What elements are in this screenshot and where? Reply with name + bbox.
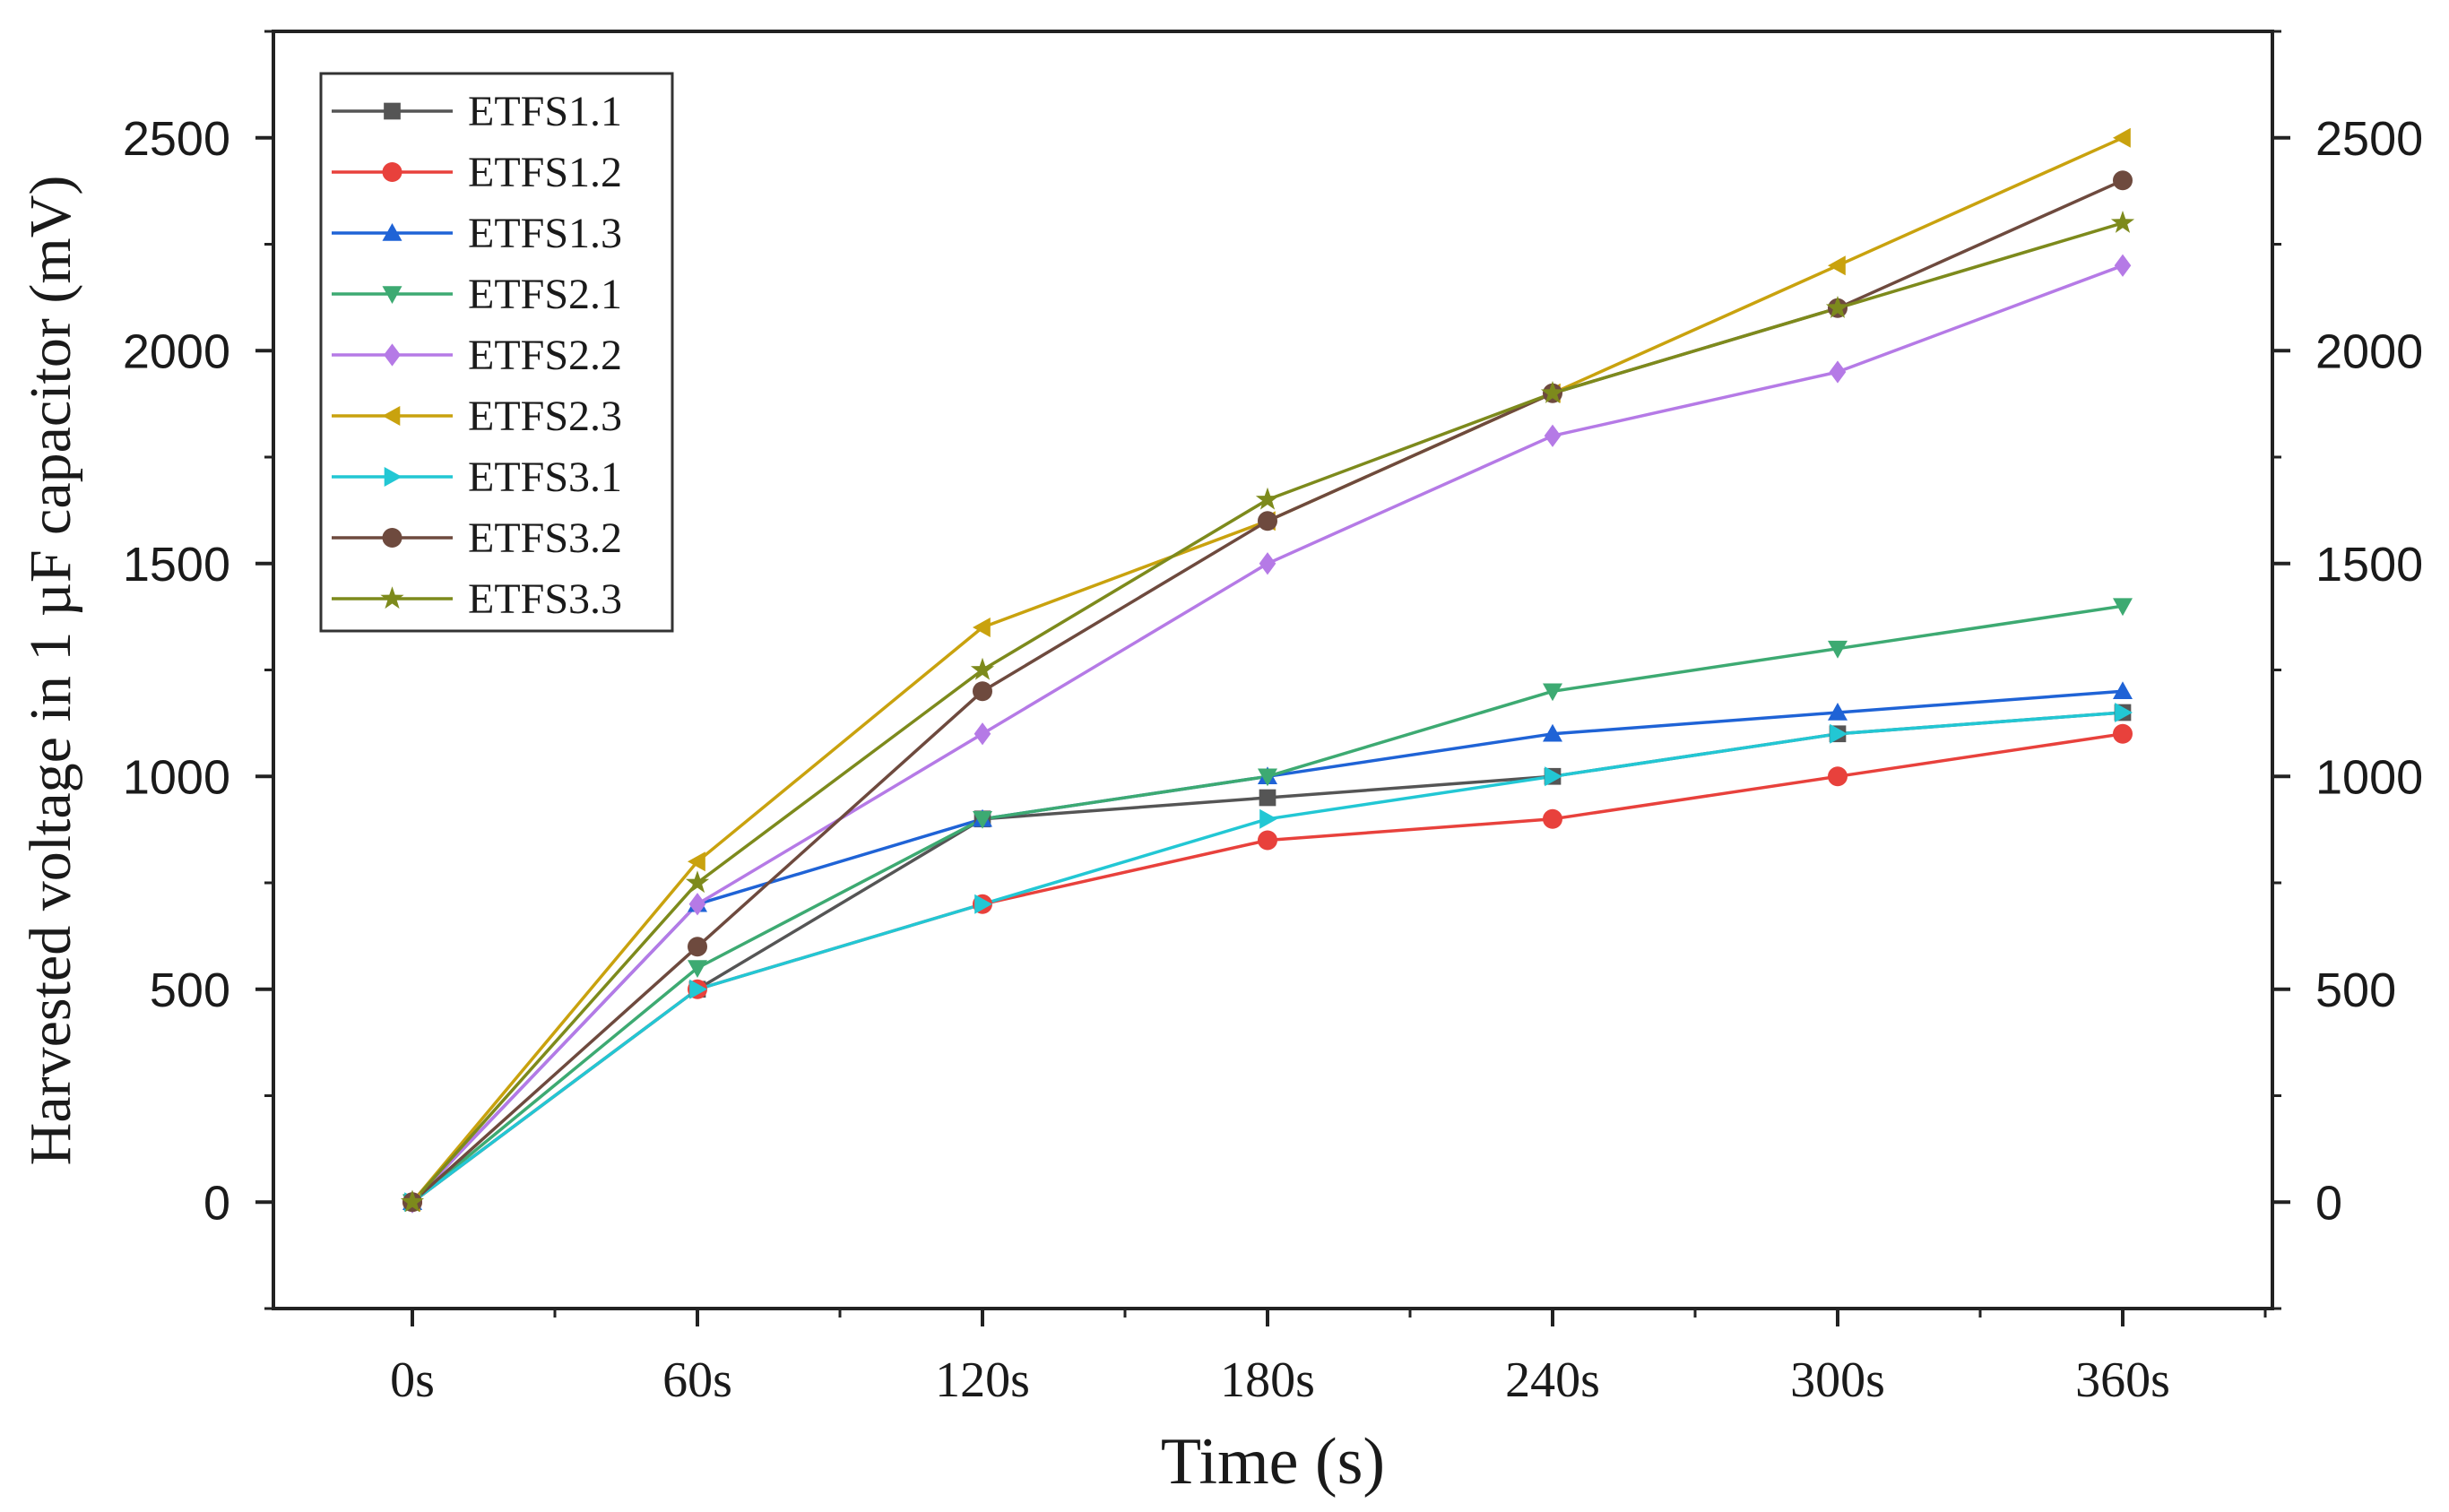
data-point [1830,723,1848,744]
data-point [2110,211,2135,233]
data-point [1828,640,1848,659]
legend-label: ETFS2.3 [468,393,622,440]
y-tick-label-right: 500 [2315,963,2396,1017]
data-point [1258,511,1277,531]
data-point [1259,808,1277,829]
data-point [2114,254,2132,277]
y-tick-label-right: 2000 [2315,324,2423,378]
data-point [1255,487,1280,510]
data-point [974,894,992,914]
y-axis-title: Harvested voltage in 1 µF capacitor (mV) [18,176,83,1166]
data-point [1543,808,1562,829]
x-tick-label: 240s [1505,1352,1600,1408]
legend-marker [384,102,401,120]
legend-label: ETFS1.2 [468,149,622,196]
y-tick-label-left: 0 [203,1176,230,1230]
data-point [1258,830,1277,851]
legend-label: ETFS3.1 [468,454,622,501]
data-point [2113,170,2133,191]
legend-marker [382,223,402,241]
data-point [689,979,707,999]
x-tick-label: 360s [2075,1352,2170,1408]
data-point [400,1189,425,1213]
data-point [2113,127,2131,148]
data-point [1828,255,1846,276]
legend: ETFS1.1 ETFS1.2 ETFS1.3 ETFS2.1 ETFS2.2 ETFS2… [319,72,674,633]
data-point [688,893,706,916]
x-tick-label: 60s [662,1352,732,1408]
data-point [970,657,995,680]
y-tick-label-right: 1500 [2315,538,2423,592]
data-point [2113,723,2133,744]
y-tick-label-left: 1000 [123,750,230,804]
data-point [688,960,707,978]
x-tick-label: 180s [1220,1352,1315,1408]
legend-marker [384,467,402,487]
data-point [2113,598,2133,617]
data-point [1540,381,1565,403]
x-tick-label: 120s [935,1352,1030,1408]
data-point [688,851,705,872]
x-tick-label: 0s [390,1352,435,1408]
y-tick-label-left: 2000 [123,324,230,378]
data-point [2115,703,2133,722]
legend-marker [382,528,402,548]
legend-label: ETFS1.3 [468,210,622,257]
data-point [1543,683,1562,702]
data-point [2113,681,2133,699]
data-point [1543,723,1562,742]
data-point [1259,552,1276,575]
data-point [1825,296,1850,318]
data-point [973,811,992,829]
data-point [1828,766,1848,787]
y-tick-label-left: 2500 [123,112,230,166]
y-tick-label-right: 0 [2315,1176,2342,1230]
data-point [688,937,707,957]
x-axis-title: Time (s) [1161,1425,1385,1499]
legend-marker [382,162,402,182]
legend-label: ETFS2.2 [468,332,622,379]
data-point [1258,768,1277,787]
data-point [1829,360,1847,384]
y-tick-label-left: 1500 [123,538,230,592]
data-point [1259,789,1276,807]
data-point [1828,703,1848,721]
x-tick-label: 300s [1790,1352,1885,1408]
legend-label: ETFS3.3 [468,575,622,623]
data-point [1545,766,1562,787]
y-tick-label-left: 500 [150,963,230,1017]
data-point [973,681,992,702]
legend-label: ETFS3.2 [468,514,622,562]
data-point [685,870,710,894]
data-point [973,618,991,637]
legend-label: ETFS2.1 [468,271,622,318]
legend-marker [382,406,401,426]
legend-label: ETFS1.1 [468,88,622,135]
data-point [974,722,991,746]
legend-marker [382,286,402,304]
legend-marker [384,343,401,367]
data-point [1544,424,1562,447]
y-tick-label-right: 1000 [2315,750,2423,804]
legend-marker [380,586,404,609]
y-tick-label-right: 2500 [2315,112,2423,166]
